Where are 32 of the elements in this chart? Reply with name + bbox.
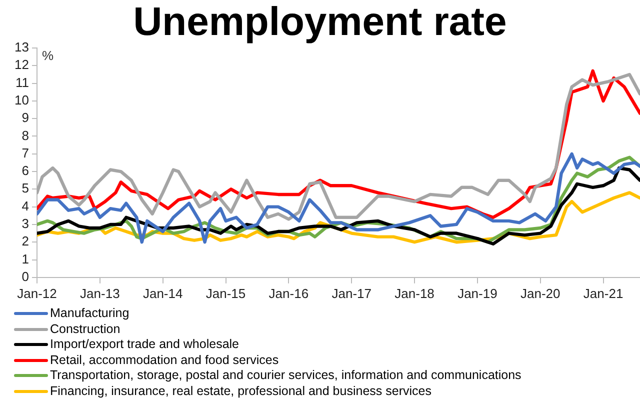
legend-label: Import/export trade and wholesale bbox=[50, 337, 239, 352]
x-tick-label: Jan-13 bbox=[80, 286, 120, 301]
legend-label: Financing, insurance, real estate, professional and business services bbox=[50, 384, 432, 399]
y-tick-label: 5 bbox=[22, 180, 29, 196]
y-tick-label: 6 bbox=[22, 163, 29, 178]
x-tick-label: Jan-12 bbox=[17, 286, 57, 301]
y-tick-label: 7 bbox=[22, 145, 29, 160]
y-tick-label: 0 bbox=[22, 268, 29, 284]
x-tick-label: Jan-19 bbox=[458, 286, 498, 301]
y-tick-label: 3 bbox=[22, 216, 29, 232]
legend-label: Construction bbox=[50, 322, 120, 337]
x-tick-label: Jan-17 bbox=[332, 286, 372, 301]
x-tick-label: Jan-21 bbox=[583, 286, 624, 301]
y-tick-label: 12 bbox=[14, 57, 29, 72]
y-tick-label: 13 bbox=[14, 40, 29, 55]
y-tick-label: 10 bbox=[14, 92, 29, 108]
y-axis-title: % bbox=[42, 48, 54, 64]
legend-label: Transportation, storage, postal and courier services, information and communications bbox=[50, 368, 522, 384]
legend-label: Manufacturing bbox=[50, 306, 130, 322]
chart-title: Unemployment rate bbox=[133, 0, 507, 44]
x-tick-label: Jan-20 bbox=[520, 286, 560, 301]
y-tick-label: 8 bbox=[22, 128, 29, 143]
y-tick-label: 4 bbox=[22, 198, 29, 214]
y-tick-label: 1 bbox=[22, 251, 29, 266]
x-tick-label: Jan-15 bbox=[206, 286, 246, 301]
y-tick-label: 9 bbox=[22, 110, 29, 126]
y-tick-label: 2 bbox=[22, 234, 29, 249]
x-tick-label: Jan-14 bbox=[142, 286, 183, 301]
y-tick-label: 11 bbox=[16, 74, 29, 90]
x-tick-label: Jan-16 bbox=[268, 286, 309, 301]
x-tick-label: Jan-18 bbox=[394, 286, 434, 301]
legend-label: Retail, accommodation and food services bbox=[50, 352, 279, 368]
